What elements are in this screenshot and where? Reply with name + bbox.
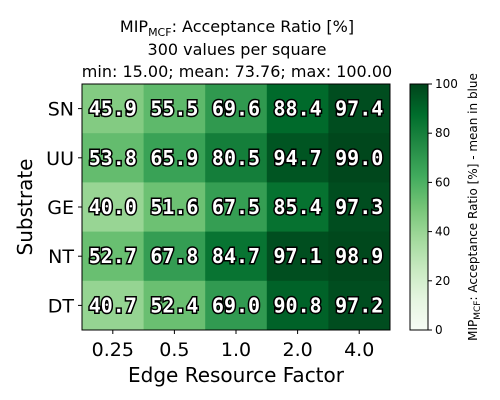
- heatmap-cells: [82, 84, 391, 331]
- cell-value-label: 40.0: [89, 195, 137, 219]
- heatmap-cell: [143, 280, 206, 331]
- x-tick-label: 0.5: [159, 339, 189, 361]
- colorbar-label: MIPMCF: Acceptance Ratio [%] - mean in b…: [466, 73, 483, 341]
- chart-title-line1: MIPMCF: Acceptance Ratio [%]: [120, 17, 354, 39]
- cell-value-label: 97.3: [335, 195, 383, 219]
- cell-value-label: 97.4: [335, 97, 383, 121]
- cell-value-label: 53.8: [89, 146, 137, 170]
- heatmap-cell: [205, 231, 268, 282]
- heatmap-cell: [266, 84, 329, 134]
- heatmap-cell: [143, 182, 206, 233]
- cell-value-label: 67.5: [212, 195, 260, 219]
- y-tick-label: UU: [46, 148, 74, 170]
- chart-title-line3: min: 15.00; mean: 73.76; max: 100.00: [82, 62, 392, 81]
- colorbar-tick-label: 0: [435, 323, 443, 337]
- cell-value-label: 55.5: [150, 97, 198, 121]
- heatmap-cell: [205, 182, 268, 233]
- y-axis-ticks: SN UU GE NT DT: [46, 99, 82, 317]
- y-tick-label: NT: [48, 246, 74, 268]
- heatmap-cell: [328, 231, 391, 282]
- cell-value-label: 69.6: [212, 97, 260, 121]
- colorbar-tick-label: 100: [435, 77, 458, 91]
- heatmap-cell: [205, 133, 268, 183]
- cell-value-label: 40.7: [89, 293, 137, 317]
- heatmap-cell: [328, 84, 391, 134]
- x-tick-label: 2.0: [282, 339, 312, 361]
- cell-value-label: 88.4: [274, 97, 322, 121]
- cell-value-label: 80.5: [212, 146, 260, 170]
- colorbar-tick-label: 80: [435, 126, 450, 140]
- heatmap-cell-labels: 45.9 55.5 69.6 88.4 97.4 53.8 65.9 80.5 94.7 99.0…: [87, 95, 385, 319]
- x-axis-ticks: 0.25 0.5 1.0 2.0 4.0: [92, 330, 374, 361]
- y-tick-label: SN: [48, 99, 74, 121]
- cell-value-label: 69.0: [212, 293, 260, 317]
- colorbar-tick-label: 20: [435, 274, 450, 288]
- cell-value-label: 99.0: [335, 146, 383, 170]
- cell-value-label: 84.7: [212, 244, 260, 268]
- heatmap-cell: [82, 231, 145, 282]
- x-tick-label: 0.25: [92, 339, 134, 361]
- colorbar-ticks: 0 20 40 60 80 100: [428, 77, 458, 337]
- chart-title-line2: 300 values per square: [148, 40, 327, 59]
- colorbar-tick-label: 60: [435, 175, 450, 189]
- y-tick-label: DT: [48, 295, 75, 317]
- heatmap-cell: [328, 280, 391, 331]
- cell-value-label: 52.4: [150, 293, 198, 317]
- cell-value-label: 97.1: [274, 244, 322, 268]
- x-tick-label: 4.0: [344, 339, 374, 361]
- heatmap-cell: [266, 231, 329, 282]
- cell-value-label: 97.2: [335, 293, 383, 317]
- cell-value-label: 98.9: [335, 244, 383, 268]
- heatmap-cell: [205, 280, 268, 331]
- cell-value-label: 51.6: [150, 195, 198, 219]
- heatmap-cell: [82, 133, 145, 183]
- heatmap-cell: [143, 231, 206, 282]
- heatmap-cell: [82, 84, 145, 134]
- cell-value-label: 67.8: [150, 244, 198, 268]
- heatmap-cell: [82, 182, 145, 233]
- x-axis-label: Edge Resource Factor: [128, 363, 345, 387]
- cell-value-label: 45.9: [89, 97, 137, 121]
- heatmap-cell: [143, 84, 206, 134]
- heatmap-cell: [82, 280, 145, 331]
- heatmap-cell: [143, 133, 206, 183]
- x-tick-label: 1.0: [221, 339, 251, 361]
- y-axis-label: Substrate: [13, 159, 37, 256]
- cell-value-label: 94.7: [274, 146, 322, 170]
- cell-value-label: 90.8: [274, 293, 322, 317]
- colorbar-tick-label: 40: [435, 225, 450, 239]
- heatmap-cell: [205, 84, 268, 134]
- cell-value-label: 65.9: [150, 146, 198, 170]
- heatmap-cell: [328, 182, 391, 233]
- heatmap-cell: [266, 280, 329, 331]
- heatmap-cell: [266, 182, 329, 233]
- heatmap-cell: [328, 133, 391, 183]
- heatmap-cell: [266, 133, 329, 183]
- cell-value-label: 52.7: [89, 244, 137, 268]
- colorbar: [409, 83, 429, 331]
- cell-value-label: 85.4: [274, 195, 322, 219]
- y-tick-label: GE: [47, 197, 74, 219]
